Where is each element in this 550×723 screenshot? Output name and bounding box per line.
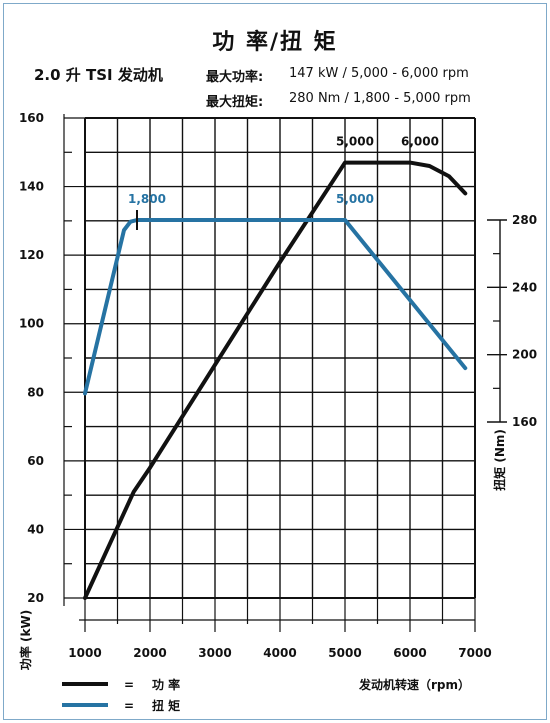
y-axis-right-label: 扭矩 (Nm): [492, 429, 507, 491]
max-power-label: 最大功率:: [206, 70, 264, 85]
annotation-label: 1,800: [128, 192, 166, 206]
engine-name: 2.0 升 TSI 发动机: [34, 66, 163, 84]
bottom-axis-tick-label: 2000: [133, 646, 166, 660]
series-line-power: [83, 160, 468, 600]
legend-label: 功 率: [152, 677, 180, 692]
left-axis-tick-label: 80: [27, 385, 44, 399]
right-axis-tick-label: 200: [512, 348, 537, 362]
bottom-axis-tick-label: 3000: [198, 646, 231, 660]
bottom-axis-tick-label: 4000: [263, 646, 296, 660]
y-axis-left-label: 功率 (kW): [18, 610, 33, 670]
right-axis-tick-label: 240: [512, 280, 537, 294]
series-line-torque: [83, 218, 468, 396]
legend-symbol: =: [124, 699, 134, 713]
annotation-label: 6,000: [401, 135, 439, 149]
left-axis-tick-label: 100: [19, 317, 44, 331]
left-axis-tick-label: 120: [19, 248, 44, 262]
left-axis-tick-label: 160: [19, 111, 44, 125]
x-axis-label: 发动机转速（rpm）: [358, 677, 470, 692]
legend-symbol: =: [124, 678, 134, 692]
left-axis-tick-label: 20: [27, 591, 44, 605]
bottom-axis-tick-label: 6000: [393, 646, 426, 660]
bottom-axis-tick-label: 1000: [68, 646, 101, 660]
max-torque-label: 最大扭矩:: [206, 95, 264, 110]
chart-title: 功 率/扭 矩: [212, 30, 338, 55]
max-power-value: 147 kW / 5,000 - 6,000 rpm: [289, 66, 469, 81]
left-axis-tick-label: 140: [19, 180, 44, 194]
bottom-axis-tick-label: 5000: [328, 646, 361, 660]
max-torque-value: 280 Nm / 1,800 - 5,000 rpm: [289, 91, 471, 106]
right-axis-tick-label: 160: [512, 415, 537, 429]
legend-label: 扭 矩: [152, 698, 180, 713]
annotation-label: 5,000: [336, 192, 374, 206]
right-axis-tick-label: 280: [512, 213, 537, 227]
bottom-axis-tick-label: 7000: [458, 646, 491, 660]
left-axis-tick-label: 60: [27, 454, 44, 468]
left-axis-tick-label: 40: [27, 522, 44, 536]
annotation-label: 5,000: [336, 135, 374, 149]
